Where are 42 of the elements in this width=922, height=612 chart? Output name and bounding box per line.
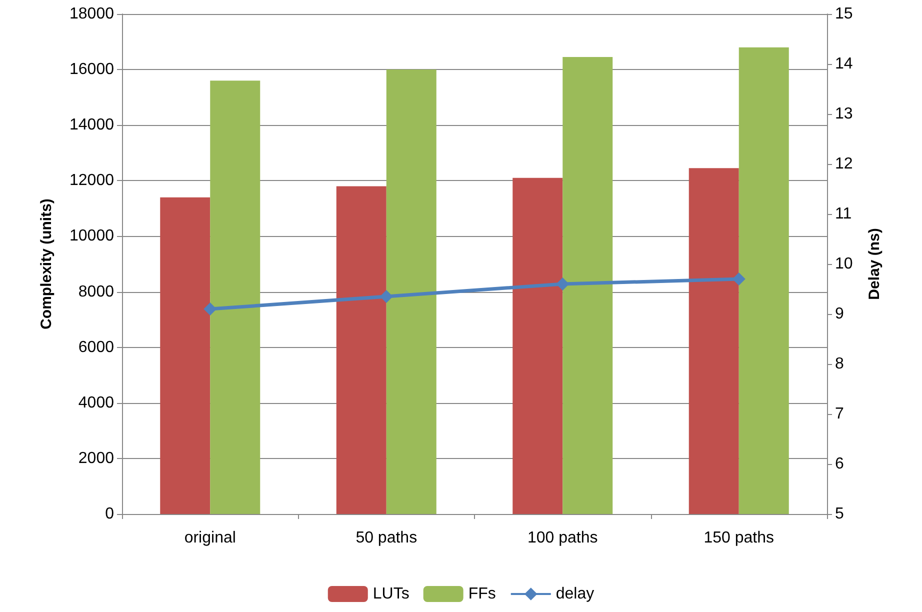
y-axis-title: Complexity (units) xyxy=(38,198,55,330)
bar xyxy=(738,47,789,514)
y2-tick-label: 12 xyxy=(835,156,853,172)
y2-tick-label: 10 xyxy=(835,256,853,272)
y-tick-label: 14000 xyxy=(70,116,114,134)
y2-tick-label: 11 xyxy=(835,206,852,222)
y2-tick-label: 9 xyxy=(835,306,844,322)
y-tick-label: 18000 xyxy=(70,6,114,22)
legend-label: FFs xyxy=(468,586,496,602)
y2-tick-label: 13 xyxy=(835,106,853,122)
bar xyxy=(336,186,386,514)
y2-tick-label: 14 xyxy=(835,56,853,72)
y2-tick-label: 8 xyxy=(835,356,844,372)
point xyxy=(732,272,746,286)
y-tick-label: 0 xyxy=(105,506,114,522)
bar xyxy=(562,57,613,514)
bar xyxy=(512,178,563,514)
y-tick-label: 10000 xyxy=(70,228,114,245)
x-tick-label: original xyxy=(184,530,236,546)
bar xyxy=(160,197,210,514)
x-tick-label: 50 paths xyxy=(356,530,418,546)
y-tick-label: 16000 xyxy=(70,61,114,78)
legend-label: delay xyxy=(556,586,594,602)
y-tick-label: 6000 xyxy=(78,338,114,356)
bar xyxy=(386,70,436,514)
y2-axis-title: Delay (ns) xyxy=(866,228,883,300)
y2-tick-label: 15 xyxy=(835,6,853,22)
x-tick-label: 150 paths xyxy=(704,530,774,546)
bar xyxy=(210,80,260,514)
bar xyxy=(688,168,739,514)
point xyxy=(204,302,217,316)
y-tick-label: 2000 xyxy=(78,450,114,467)
y2-tick-label: 6 xyxy=(835,456,844,472)
y2-tick-label: 7 xyxy=(835,406,844,422)
y-tick-label: 4000 xyxy=(78,394,114,412)
y-tick-label: 8000 xyxy=(78,283,114,300)
x-tick-label: 100 paths xyxy=(527,530,598,546)
point xyxy=(380,290,393,303)
point xyxy=(556,278,570,290)
legend-label: LUTs xyxy=(372,586,410,602)
y-tick-label: 12000 xyxy=(70,172,114,190)
y2-tick-label: 5 xyxy=(835,506,844,522)
